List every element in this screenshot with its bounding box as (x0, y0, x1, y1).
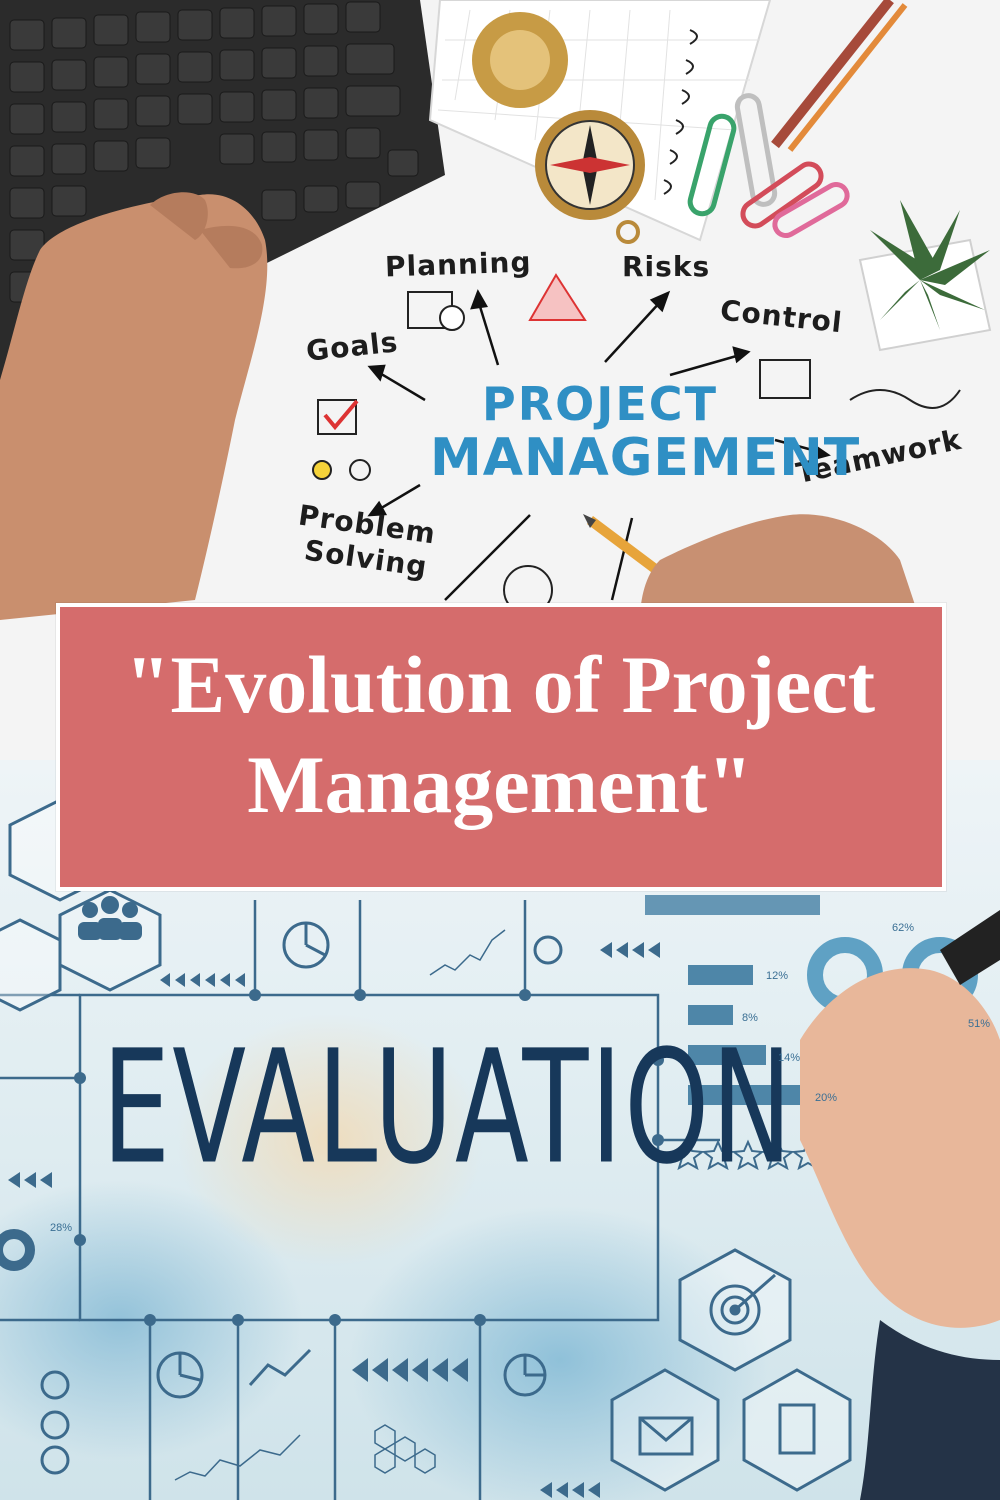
frame-lines (0, 900, 720, 1500)
chevron-arrows (8, 942, 660, 1498)
percent-label-1: 12% (766, 970, 789, 982)
percent-label-2: 8% (742, 1012, 758, 1024)
percent-label-4: 20% (815, 1092, 838, 1104)
percent-label-7: 28% (50, 1222, 73, 1234)
team-icon (78, 896, 142, 940)
rating-stars (671, 1139, 825, 1171)
line-charts (174, 929, 506, 1481)
frame-nodes (74, 989, 664, 1326)
top-bar-strip (645, 895, 820, 915)
banner-title-line2: Management" (247, 739, 753, 830)
evaluation-headline: EVALUATION (102, 1018, 795, 1200)
infographic-glyphs (0, 921, 816, 1475)
left-hand (0, 192, 268, 620)
label-risks: Risks (622, 250, 711, 283)
banner-title-line1: "Evolution of Project (124, 639, 875, 730)
percent-label-3: 14% (778, 1052, 801, 1064)
percent-label-5: 62% (892, 922, 915, 934)
title-banner: "Evolution of Project Management" (56, 603, 946, 891)
pencils-and-clips (687, 0, 908, 238)
compass (472, 12, 645, 244)
doodle-icons (312, 273, 961, 615)
project-management-line2: MANAGEMENT (430, 427, 861, 488)
horizontal-bar-chart (688, 965, 800, 1105)
project-management-title: PROJECT MANAGEMENT (430, 377, 861, 488)
banner-title: "Evolution of Project Management" (60, 635, 940, 835)
label-planning: Planning (384, 245, 532, 284)
hand-with-marker (800, 910, 1000, 1500)
diagram-arrows (367, 289, 831, 601)
potted-plant (858, 200, 992, 352)
project-management-line1: PROJECT (482, 377, 718, 431)
right-hand-with-pencil (583, 514, 920, 620)
desk-scene-illustration (0, 0, 992, 620)
percent-label-6: 51% (968, 1018, 991, 1030)
